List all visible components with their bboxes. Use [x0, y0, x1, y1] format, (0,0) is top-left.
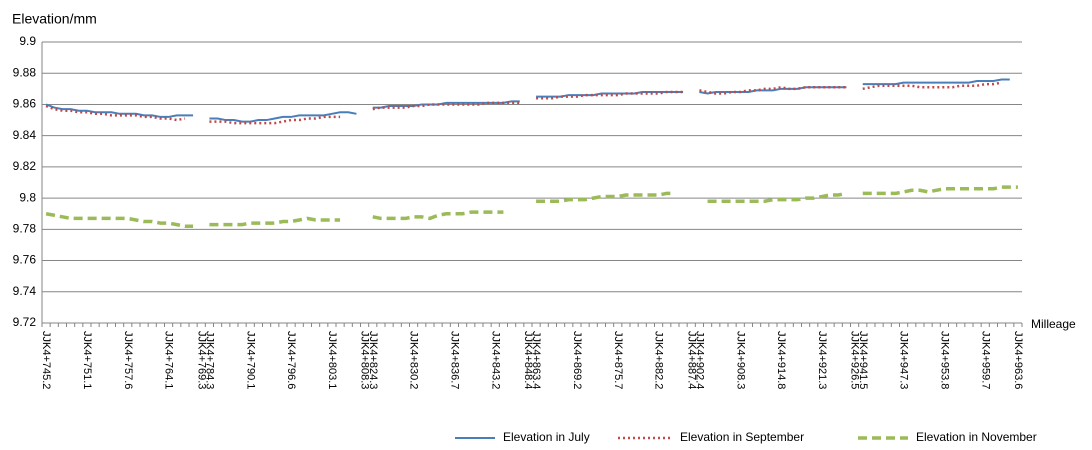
x-tick-label: JJK4+875.7 [612, 331, 624, 389]
y-tick-label: 9.78 [13, 222, 37, 236]
y-tick-label: 9.74 [13, 284, 37, 298]
x-tick-label: JJK4+926.5 [849, 331, 861, 389]
x-tick-label: JJK4+790.1 [244, 331, 256, 389]
x-tick-label: JJK4+808.3 [359, 331, 371, 389]
x-tick-label: JJK4+769.3 [195, 331, 207, 389]
legend-label: Elevation in September [680, 430, 804, 444]
x-tick-label: JJK4+751.1 [81, 331, 93, 389]
y-tick-label: 9.82 [13, 159, 37, 173]
x-tick-label: JJK4+963.6 [1012, 331, 1024, 389]
y-tick-label: 9.9 [19, 34, 36, 48]
series-line [45, 185, 1018, 228]
x-tick-label: JJK4+836.7 [449, 331, 461, 389]
y-tick-label: 9.76 [13, 253, 37, 267]
x-tick-label: JJK4+947.3 [898, 331, 910, 389]
y-tick-label: 9.88 [13, 65, 37, 79]
y-tick-label: 9.84 [13, 128, 37, 142]
x-tick-label: JJK4+848.4 [522, 331, 534, 389]
x-tick-label: JJK4+908.3 [734, 331, 746, 389]
x-tick-label: JJK4+914.8 [775, 331, 787, 389]
x-tick-label: JJK4+869.2 [571, 331, 583, 389]
series-line [45, 81, 1002, 125]
x-tick-label: JJK4+784.3 [204, 331, 216, 389]
x-tick-label: JJK4+959.7 [979, 331, 991, 389]
x-tick-label: JJK4+803.1 [326, 331, 338, 389]
x-axis-title: Milleage [1031, 317, 1076, 331]
x-tick-label: JJK4+882.2 [653, 331, 665, 389]
y-tick-label: 9.72 [13, 315, 37, 329]
x-tick-label: JJK4+796.6 [285, 331, 297, 389]
y-tick-label: 9.86 [13, 97, 37, 111]
x-tick-label: JJK4+887.4 [685, 331, 697, 389]
x-tick-label: JJK4+863.4 [530, 331, 542, 389]
y-axis-title: Elevation/mm [12, 11, 97, 27]
x-tick-label: JJK4+830.2 [408, 331, 420, 389]
x-tick-label: JJK4+921.3 [816, 331, 828, 389]
x-tick-label: JJK4+953.8 [939, 331, 951, 389]
series-line [45, 78, 1010, 123]
x-tick-label: JJK4+745.2 [40, 331, 52, 389]
x-tick-label: JJK4+824.3 [367, 331, 379, 389]
x-tick-label: JJK4+843.2 [489, 331, 501, 389]
x-tick-label: JJK4+902.4 [694, 331, 706, 389]
legend-label: Elevation in July [503, 430, 590, 444]
x-tick-label: JJK4+757.6 [122, 331, 134, 389]
legend-label: Elevation in November [916, 430, 1037, 444]
x-tick-label: JJK4+941.5 [857, 331, 869, 389]
y-tick-label: 9.8 [19, 190, 36, 204]
x-tick-label: JJK4+764.1 [163, 331, 175, 389]
